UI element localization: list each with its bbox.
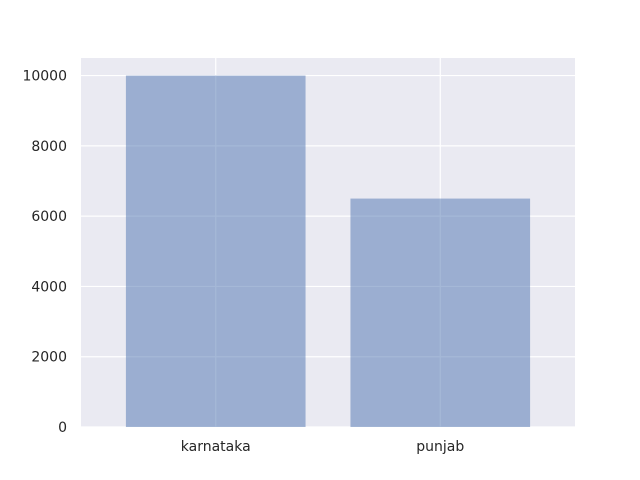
- bars: [125, 75, 531, 428]
- y-tick-label: 4000: [31, 279, 67, 295]
- y-tick-label: 8000: [31, 139, 67, 155]
- x-tick-labels: karnataka punjab: [181, 439, 465, 455]
- y-tick-label: 6000: [31, 209, 67, 225]
- y-tick-label: 2000: [31, 350, 67, 366]
- bar-punjab: [350, 198, 531, 427]
- x-tick-label: karnataka: [181, 439, 251, 455]
- y-tick-labels: 0 2000 4000 6000 8000 10000: [22, 69, 67, 436]
- bar-karnataka: [125, 75, 306, 428]
- y-tick-label: 0: [58, 420, 67, 436]
- y-tick-label: 10000: [22, 69, 67, 85]
- x-tick-label: punjab: [416, 439, 464, 455]
